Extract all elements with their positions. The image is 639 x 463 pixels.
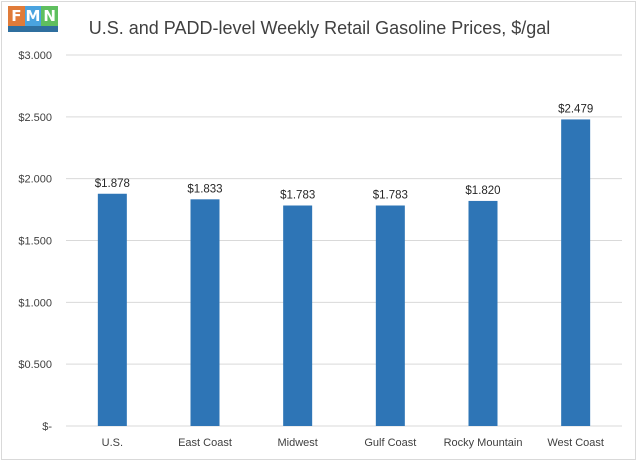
bar bbox=[283, 205, 313, 426]
chart-title: U.S. and PADD-level Weekly Retail Gasoli… bbox=[88, 18, 551, 38]
y-tick-label: $2.500 bbox=[18, 112, 52, 124]
x-tick-label: Gulf Coast bbox=[364, 437, 416, 449]
logo-banner bbox=[8, 26, 58, 32]
data-label: $2.479 bbox=[558, 103, 593, 115]
bar bbox=[468, 200, 498, 426]
bar bbox=[375, 205, 405, 426]
bar bbox=[561, 119, 591, 427]
y-tick-label: $1.000 bbox=[18, 297, 52, 309]
x-tick-label: U.S. bbox=[102, 437, 123, 449]
y-tick-label: $3.000 bbox=[18, 50, 52, 62]
y-tick-label: $0.500 bbox=[18, 359, 52, 371]
logo-letter-m: M bbox=[24, 6, 42, 26]
data-label: $1.783 bbox=[373, 190, 408, 202]
logo: F M N bbox=[8, 6, 59, 32]
data-label: $1.833 bbox=[187, 183, 222, 195]
bar bbox=[97, 193, 127, 426]
y-tick-label: $1.500 bbox=[18, 236, 52, 248]
data-label: $1.878 bbox=[95, 178, 130, 190]
data-label: $1.783 bbox=[280, 190, 315, 202]
logo-letter-n: N bbox=[41, 6, 59, 26]
data-label: $1.820 bbox=[465, 185, 500, 197]
x-tick-label: Midwest bbox=[277, 437, 317, 449]
y-tick-label: $- bbox=[42, 421, 52, 433]
x-tick-label: West Coast bbox=[547, 437, 604, 449]
x-tick-label: Rocky Mountain bbox=[444, 437, 523, 449]
x-tick-label: East Coast bbox=[178, 437, 232, 449]
logo-letter-f: F bbox=[8, 6, 25, 26]
y-tick-label: $2.000 bbox=[18, 174, 52, 186]
bar bbox=[190, 199, 220, 426]
